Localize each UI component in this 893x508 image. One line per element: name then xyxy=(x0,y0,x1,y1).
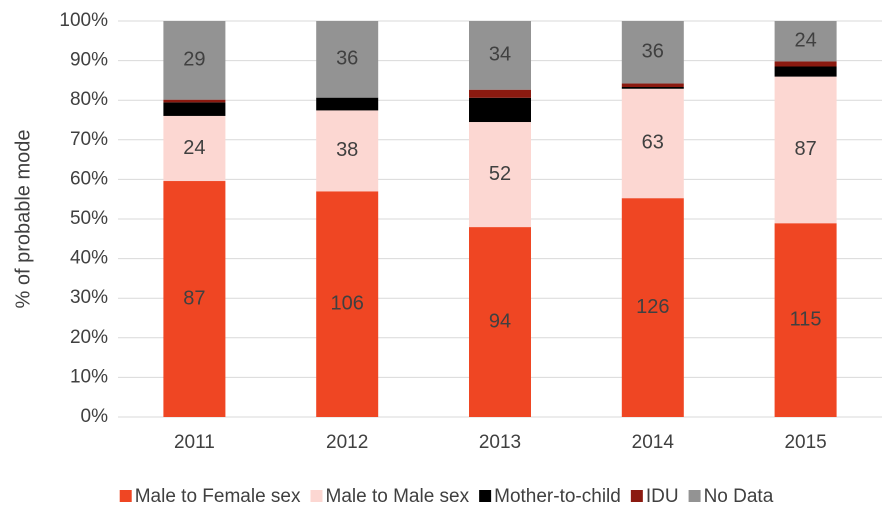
bar-segment xyxy=(316,110,379,192)
data-label: 115 xyxy=(790,308,822,330)
y-tick-label: 30% xyxy=(70,287,108,308)
y-tick-label: 100% xyxy=(59,10,108,31)
bar-segment xyxy=(621,198,684,417)
data-label: 24 xyxy=(794,30,816,52)
bar-segment xyxy=(774,66,837,77)
y-tick-label: 80% xyxy=(70,89,108,110)
legend-label: Mother-to-child xyxy=(494,486,621,507)
bar-segment xyxy=(621,21,684,84)
y-axis-label: % of probable mode xyxy=(12,129,34,308)
bar-segment xyxy=(774,21,837,62)
y-tick-label: 10% xyxy=(70,366,108,387)
bar-segment xyxy=(621,88,684,199)
legend-swatch xyxy=(688,490,701,502)
data-label: 94 xyxy=(489,310,511,332)
bar-segment xyxy=(469,97,531,123)
bar-segment xyxy=(469,21,531,90)
legend-label: IDU xyxy=(646,486,679,507)
bar-segment xyxy=(774,223,837,417)
bar-segment xyxy=(316,97,379,111)
legend-swatch xyxy=(630,490,643,502)
bar-segment xyxy=(774,61,837,67)
bar-segment xyxy=(163,181,226,417)
bar-segment xyxy=(316,21,379,98)
x-tick-label: 2013 xyxy=(479,432,521,453)
legend-label: Male to Male sex xyxy=(326,486,470,507)
legend-label: Male to Female sex xyxy=(135,486,301,507)
legend-swatch xyxy=(119,490,132,502)
y-tick-label: 40% xyxy=(70,248,108,269)
data-label: 36 xyxy=(642,41,664,63)
data-label: 106 xyxy=(331,292,364,314)
data-label: 63 xyxy=(642,132,664,154)
bar-segment xyxy=(163,99,226,103)
bar-segment xyxy=(316,191,379,417)
legend-swatch xyxy=(479,490,492,502)
data-label: 87 xyxy=(794,138,816,160)
bar-segment xyxy=(469,89,531,98)
y-tick-label: 0% xyxy=(81,406,109,427)
y-tick-label: 70% xyxy=(70,129,108,150)
bar-segment xyxy=(163,102,226,116)
bar-segment xyxy=(163,115,226,182)
bar-segment xyxy=(774,76,837,224)
x-tick-label: 2011 xyxy=(174,432,215,453)
data-label: 38 xyxy=(336,139,358,161)
data-label: 87 xyxy=(183,287,205,309)
x-tick-label: 2012 xyxy=(326,432,368,453)
bar-segment xyxy=(621,87,684,89)
x-tick-label: 2014 xyxy=(632,432,675,453)
bar-segment xyxy=(469,122,531,228)
data-label: 52 xyxy=(489,163,511,185)
bar-segment xyxy=(163,21,226,100)
y-tick-label: 60% xyxy=(70,168,108,189)
y-tick-label: 20% xyxy=(70,327,108,348)
data-label: 34 xyxy=(489,44,511,66)
legend-label: No Data xyxy=(704,486,774,507)
y-tick-label: 50% xyxy=(70,208,108,229)
y-tick-label: 90% xyxy=(70,50,108,71)
x-tick-label: 2015 xyxy=(784,432,826,453)
data-label: 29 xyxy=(183,49,205,71)
data-label: 126 xyxy=(636,296,669,318)
bar-segment xyxy=(621,83,684,87)
data-label: 36 xyxy=(336,48,358,70)
legend-swatch xyxy=(310,490,323,502)
bar-segment xyxy=(469,227,531,417)
data-label: 24 xyxy=(183,137,205,159)
